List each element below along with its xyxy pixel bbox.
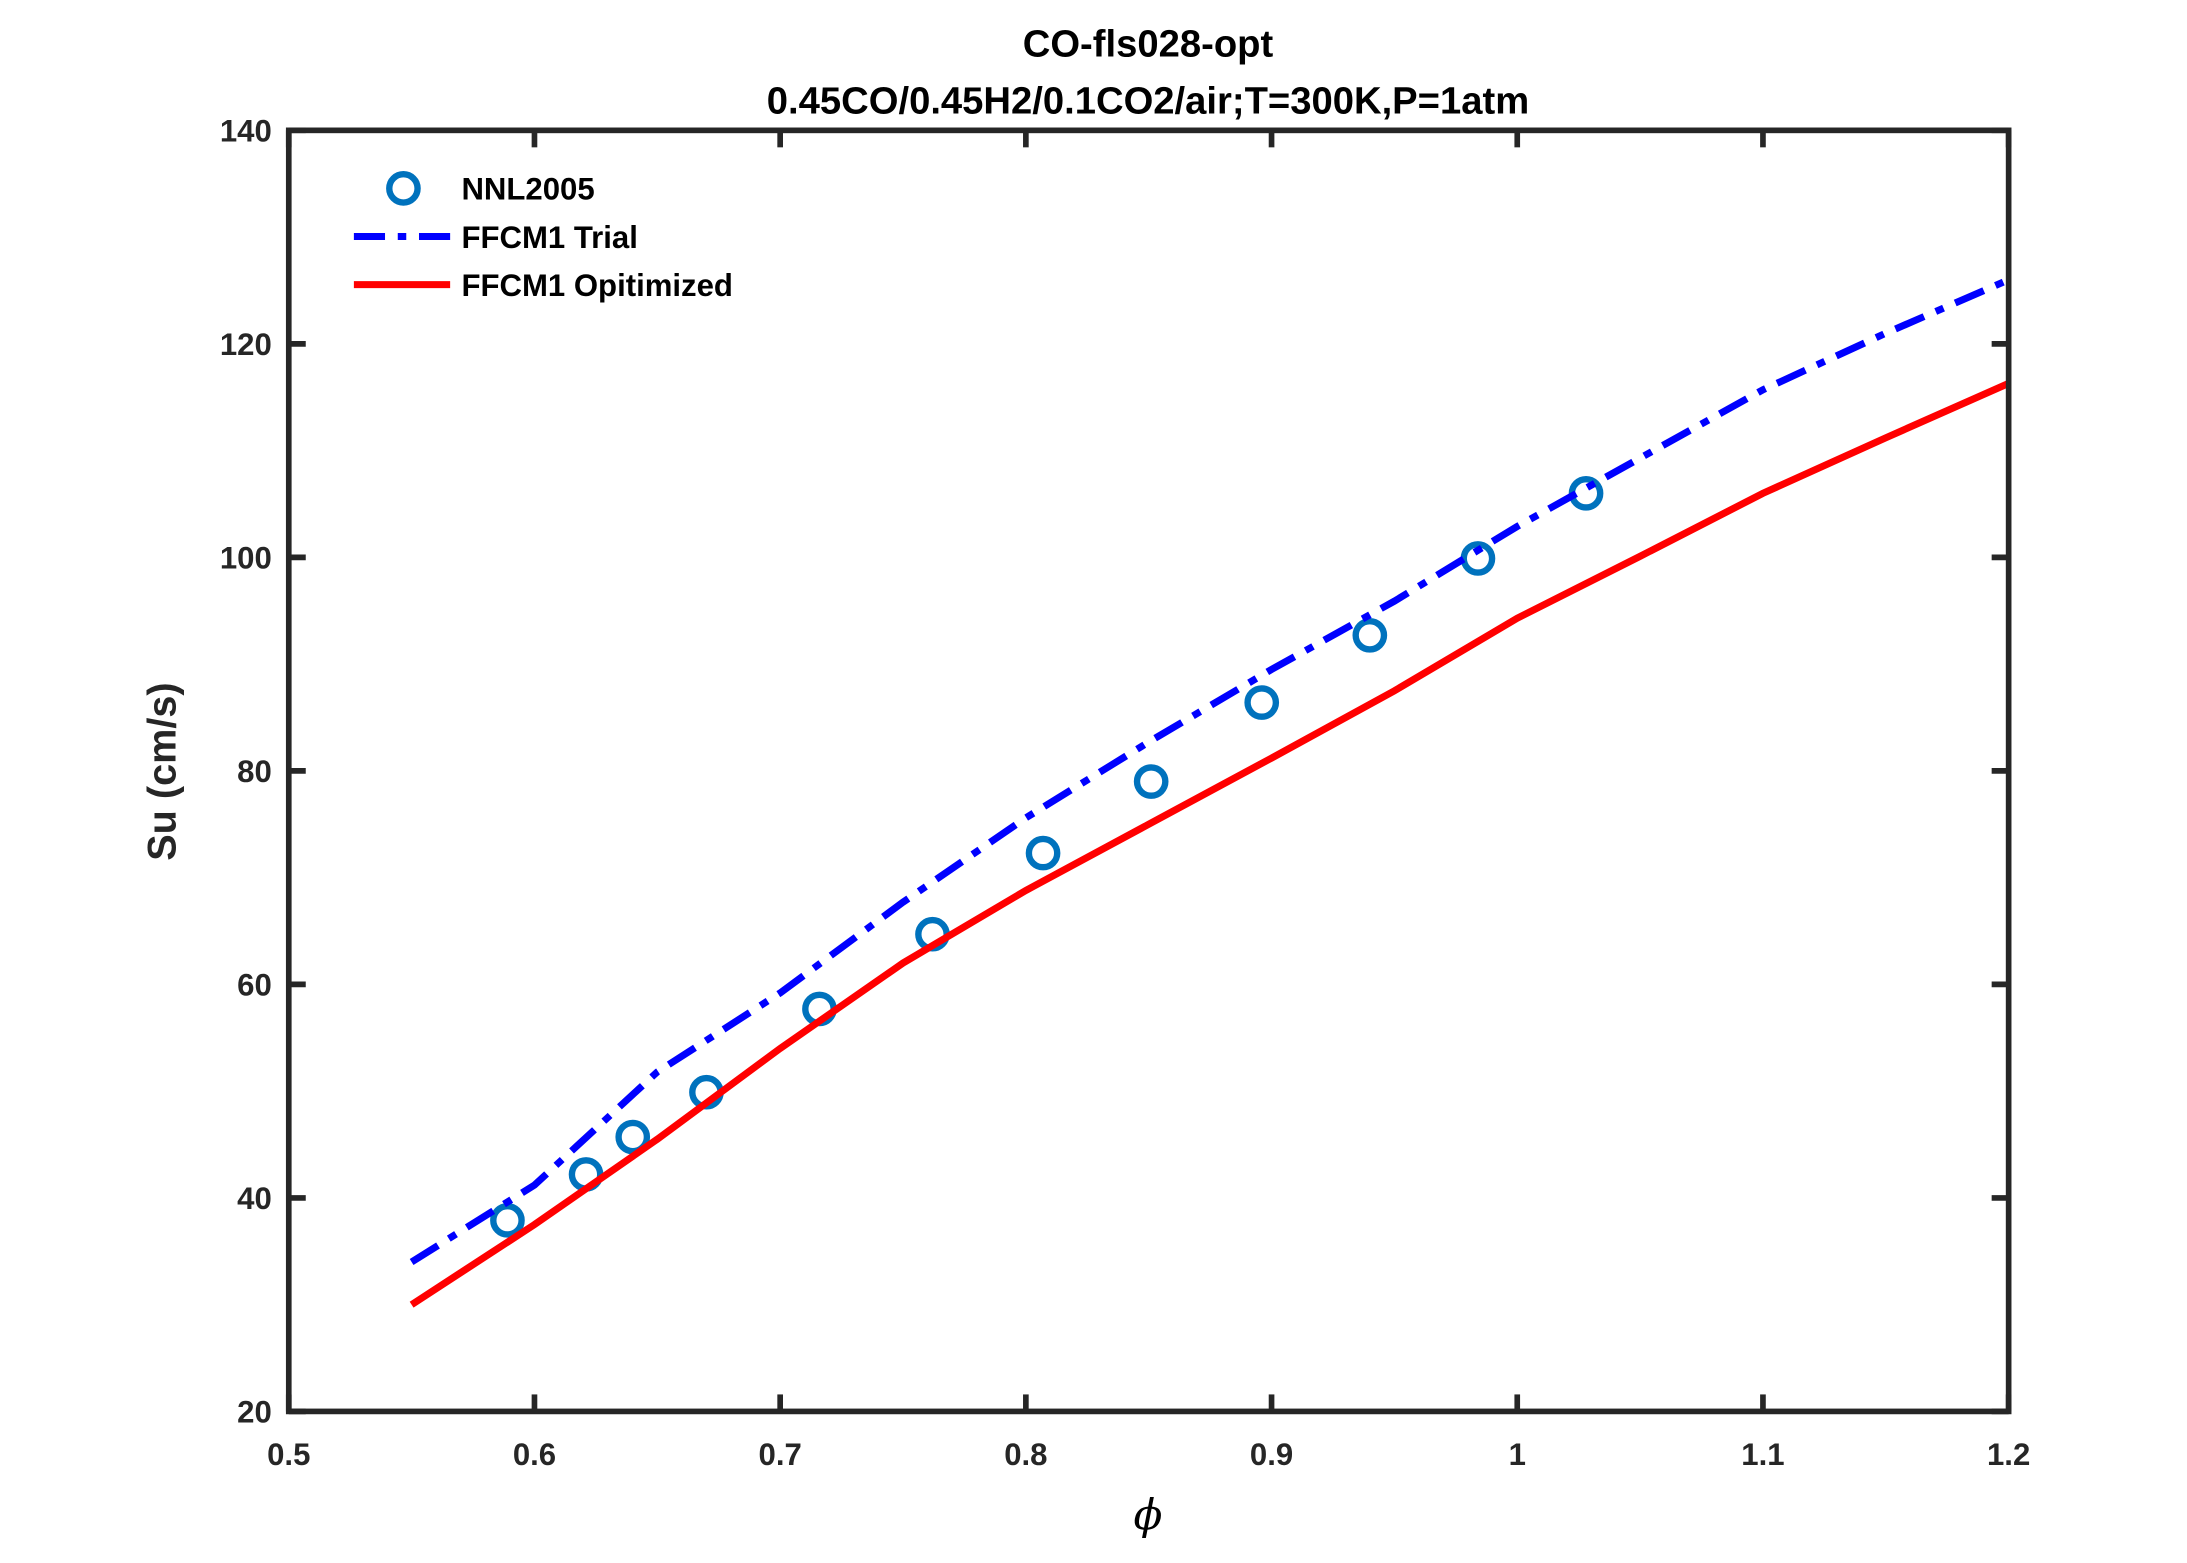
data-point-nnl2005: [1244, 685, 1280, 720]
data-point-nnl2005: [1460, 541, 1496, 576]
plot-frame: [285, 127, 2012, 1415]
legend-entry: FFCM1 Trial: [461, 220, 637, 255]
legend-entry: FFCM1 Opitimized: [461, 268, 732, 303]
data-point-nnl2005: [615, 1119, 651, 1155]
data-point-nnl2005: [1352, 617, 1388, 653]
legend-marker: [386, 171, 421, 206]
chart-subtitle: 0.45CO/0.45H2/0.1CO2/air;T=300K,P=1atm: [767, 79, 1529, 122]
chart-title: CO-fls028-opt: [1023, 23, 1274, 66]
x-tick-label: 0.6: [513, 1437, 556, 1472]
data-point-nnl2005: [490, 1202, 525, 1238]
y-tick-label: 80: [237, 754, 272, 789]
y-tick-label: 120: [220, 327, 272, 362]
series-line-ffcm1-trial: [409, 276, 2011, 1265]
series-line-ffcm1-opitimized: [409, 380, 2011, 1308]
y-tick-label: 40: [237, 1181, 272, 1216]
x-tick-label: 1.1: [1741, 1437, 1784, 1472]
legend: NNL2005 FFCM1 Trial FFCM1 Opitimized: [353, 171, 733, 303]
legend-entry: NNL2005: [461, 172, 594, 207]
data-point-nnl2005: [1025, 835, 1061, 871]
y-tick-label: 100: [220, 541, 272, 576]
x-tick-label: 0.5: [267, 1437, 310, 1472]
data-point-nnl2005: [1133, 764, 1169, 799]
x-tick-label: 1.2: [1987, 1437, 2030, 1472]
y-axis-label: Su (cm/s): [141, 682, 185, 860]
data-point-nnl2005: [1568, 475, 1604, 511]
y-tick-label: 20: [237, 1395, 272, 1430]
x-tick-label: 1: [1509, 1437, 1526, 1472]
x-tick-label: 0.9: [1250, 1437, 1293, 1472]
y-tick-label: 140: [220, 114, 272, 149]
x-tick-label: 0.8: [1004, 1437, 1047, 1472]
x-axis-label: ϕ: [1134, 1491, 1163, 1540]
x-tick-label: 0.7: [759, 1437, 802, 1472]
y-tick-label: 60: [237, 968, 272, 1003]
